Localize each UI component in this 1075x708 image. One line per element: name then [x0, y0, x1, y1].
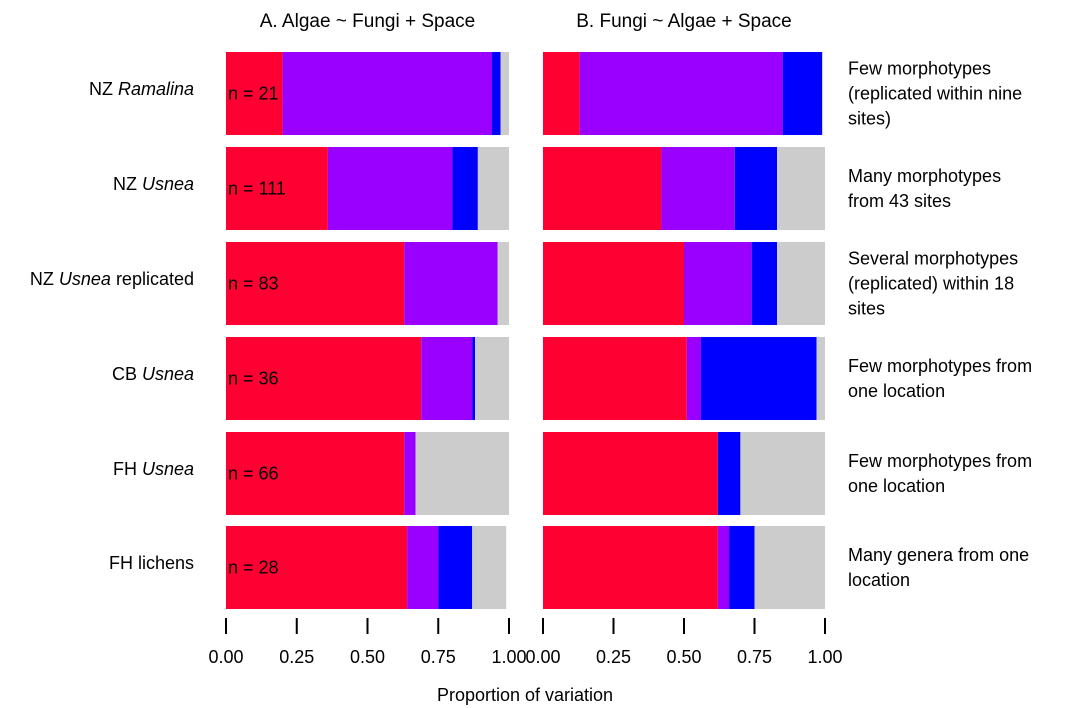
- sample-size-label: n = 36: [228, 369, 279, 389]
- space-segment: [782, 52, 823, 135]
- space-segment: [734, 147, 778, 230]
- row-label: CB Usnea: [112, 364, 194, 384]
- algae-fungi-segment: [226, 242, 405, 325]
- sample-size-label: n = 66: [228, 464, 279, 484]
- residual-segment: [415, 432, 509, 515]
- row-label-genus: Usnea: [142, 174, 194, 194]
- residual-segment: [740, 432, 825, 515]
- row-label-prefix: NZ: [89, 79, 118, 99]
- row-description: location: [848, 570, 910, 590]
- row-description: one location: [848, 381, 945, 401]
- row-label: NZ Usnea: [113, 174, 194, 194]
- residual-segment: [754, 526, 825, 609]
- algae-fungi-segment: [543, 52, 580, 135]
- algae-fungi-segment: [226, 337, 422, 420]
- algae-fungi-segment: [543, 337, 687, 420]
- row-description: from 43 sites: [848, 191, 951, 211]
- row-label: NZ Ramalina: [89, 79, 194, 99]
- x-tick-label: 0.00: [208, 647, 243, 667]
- residual-segment: [475, 337, 509, 420]
- row-label-prefix: CB: [112, 364, 142, 384]
- row-description: (replicated) within 18: [848, 274, 1014, 294]
- x-tick-label: 0.25: [279, 647, 314, 667]
- fungi-segment: [404, 242, 498, 325]
- algae-fungi-segment: [226, 147, 328, 230]
- row-label-genus: Ramalina: [118, 79, 194, 99]
- fungi-segment: [327, 147, 453, 230]
- x-tick-label: 0.50: [350, 647, 385, 667]
- x-tick-label: 0.75: [421, 647, 456, 667]
- space-segment: [492, 52, 501, 135]
- row-label-genus: Usnea: [59, 269, 111, 289]
- row-label-genus: Usnea: [142, 364, 194, 384]
- row-description: Several morphotypes: [848, 249, 1018, 269]
- algae-fungi-segment: [226, 432, 405, 515]
- x-tick-label: 0.25: [596, 647, 631, 667]
- row-description: one location: [848, 476, 945, 496]
- row-description: Many morphotypes: [848, 166, 1001, 186]
- residual-segment: [777, 147, 825, 230]
- fungi-segment: [407, 526, 439, 609]
- residual-segment: [500, 52, 509, 135]
- algae-fungi-segment: [543, 432, 718, 515]
- sample-size-label: n = 111: [228, 179, 286, 199]
- x-tick-label: 0.75: [737, 647, 772, 667]
- fungi-segment: [282, 52, 493, 135]
- row-label: FH lichens: [109, 553, 194, 573]
- residual-segment: [477, 147, 509, 230]
- space-segment: [751, 242, 778, 325]
- x-tick-label: 1.00: [807, 647, 842, 667]
- panel-title: A. Algae ~ Fungi + Space: [260, 11, 476, 32]
- fungi-segment: [717, 526, 730, 609]
- row-description: sites): [848, 109, 891, 129]
- space-segment: [472, 337, 476, 420]
- row-label-prefix: NZ: [30, 269, 59, 289]
- space-segment: [717, 432, 741, 515]
- fungi-segment: [686, 337, 701, 420]
- space-segment: [700, 337, 817, 420]
- row-description: Few morphotypes from: [848, 451, 1032, 471]
- fungi-segment: [404, 432, 416, 515]
- fungi-segment: [661, 147, 735, 230]
- x-tick-label: 1.00: [491, 647, 526, 667]
- fungi-segment: [579, 52, 783, 135]
- space-segment: [438, 526, 473, 609]
- sample-size-label: n = 83: [228, 274, 279, 294]
- row-description: Many genera from one: [848, 545, 1029, 565]
- algae-fungi-segment: [543, 242, 684, 325]
- sample-size-label: n = 21: [228, 84, 279, 104]
- x-axis-label: Proportion of variation: [437, 685, 613, 705]
- algae-fungi-segment: [226, 52, 283, 135]
- row-description: Few morphotypes from: [848, 356, 1032, 376]
- sample-size-label: n = 28: [228, 558, 279, 578]
- space-segment: [452, 147, 478, 230]
- residual-segment: [816, 337, 825, 420]
- residual-segment: [472, 526, 507, 609]
- space-segment: [729, 526, 755, 609]
- row-description: sites: [848, 299, 885, 319]
- fungi-segment: [684, 242, 752, 325]
- algae-fungi-segment: [226, 526, 408, 609]
- x-tick-label: 0.00: [525, 647, 560, 667]
- x-tick-label: 0.50: [666, 647, 701, 667]
- row-label-prefix: FH: [113, 459, 142, 479]
- residual-segment: [777, 242, 825, 325]
- fungi-segment: [421, 337, 473, 420]
- algae-fungi-segment: [543, 526, 718, 609]
- row-label-prefix: NZ: [113, 174, 142, 194]
- residual-segment: [497, 242, 509, 325]
- panel-title: B. Fungi ~ Algae + Space: [576, 11, 792, 32]
- algae-fungi-segment: [543, 147, 662, 230]
- row-label-genus: Usnea: [142, 459, 194, 479]
- row-description: (replicated within nine: [848, 84, 1022, 104]
- row-label-suffix: replicated: [111, 269, 194, 289]
- row-label-prefix: FH lichens: [109, 553, 194, 573]
- row-label: FH Usnea: [113, 459, 194, 479]
- row-description: Few morphotypes: [848, 59, 991, 79]
- row-label: NZ Usnea replicated: [30, 269, 194, 289]
